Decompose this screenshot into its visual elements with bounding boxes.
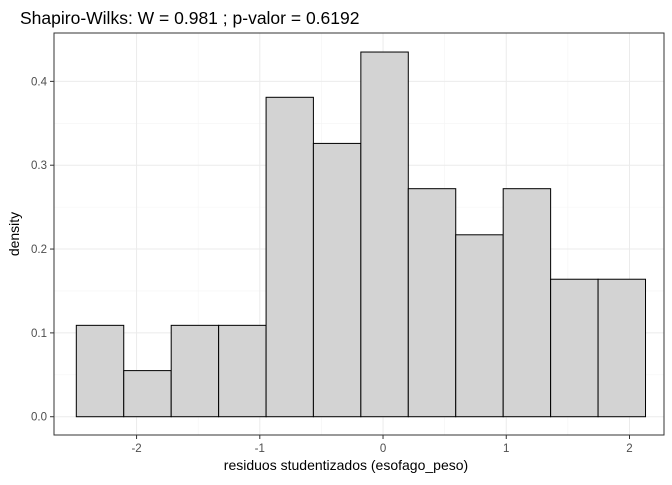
histogram-bar bbox=[455, 234, 504, 418]
y-tick-label: 0.4 bbox=[31, 76, 48, 88]
histogram-bar bbox=[360, 51, 409, 418]
y-tick-label: 0.3 bbox=[31, 160, 47, 172]
x-tick-label: -1 bbox=[255, 443, 265, 455]
histogram-bar bbox=[502, 188, 552, 418]
y-tick-label: 0.0 bbox=[31, 412, 47, 424]
x-tick-label: 1 bbox=[503, 443, 509, 455]
x-tick-label: 0 bbox=[380, 443, 386, 455]
x-tick-label: 2 bbox=[626, 443, 632, 455]
y-tick-label: 0.1 bbox=[31, 328, 47, 340]
panel-border bbox=[53, 32, 665, 436]
histogram-bar bbox=[75, 324, 125, 418]
histogram-bar bbox=[407, 188, 457, 418]
histogram-bar bbox=[597, 278, 647, 418]
histogram-bar bbox=[550, 278, 599, 418]
x-axis-title: residuos studentizados (esofago_peso) bbox=[224, 457, 468, 473]
y-tick-label: 0.2 bbox=[31, 244, 47, 256]
histogram-bar bbox=[218, 324, 267, 418]
chart-title: Shapiro-Wilks: W = 0.981 ; p-valor = 0.6… bbox=[20, 8, 359, 28]
histogram-bars bbox=[75, 51, 647, 418]
tick-labels: -2 -1 0 1 2 0.0 0.1 0.2 0.3 0.4 bbox=[31, 76, 633, 455]
histogram-bar bbox=[170, 324, 220, 418]
axis-ticks bbox=[50, 80, 630, 439]
x-tick-label: -2 bbox=[131, 443, 141, 455]
histogram-bar bbox=[265, 96, 314, 418]
histogram-bar bbox=[312, 142, 362, 418]
histogram-bar bbox=[123, 370, 172, 418]
y-axis-title: density bbox=[6, 212, 22, 256]
